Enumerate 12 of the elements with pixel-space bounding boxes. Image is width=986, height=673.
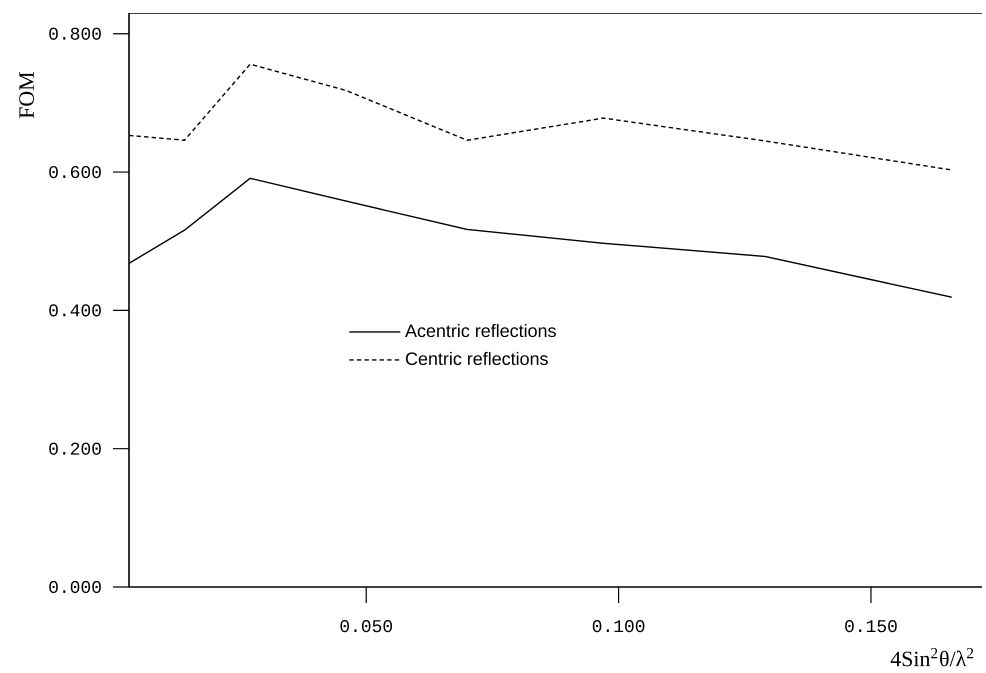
y-tick-label: 0.800 bbox=[49, 28, 101, 40]
y-tick-label: 0.200 bbox=[49, 442, 101, 455]
y-tick-label: 0.600 bbox=[49, 166, 101, 178]
legend-label: Centric reflections bbox=[406, 352, 548, 366]
y-tick-label: 0.000 bbox=[49, 580, 101, 594]
legend-label: Acentric reflections bbox=[405, 324, 556, 338]
x-tick-label: 0.150 bbox=[845, 620, 897, 632]
x-tick-label: 0.050 bbox=[340, 620, 392, 632]
x-tick-label: 0.100 bbox=[592, 620, 644, 632]
y-tick-label: 0.400 bbox=[49, 304, 101, 316]
y-axis-title: FOM bbox=[19, 72, 34, 118]
x-axis-title: 4Sin$^{2}$θ/λ$^{2}$ bbox=[890, 648, 974, 666]
